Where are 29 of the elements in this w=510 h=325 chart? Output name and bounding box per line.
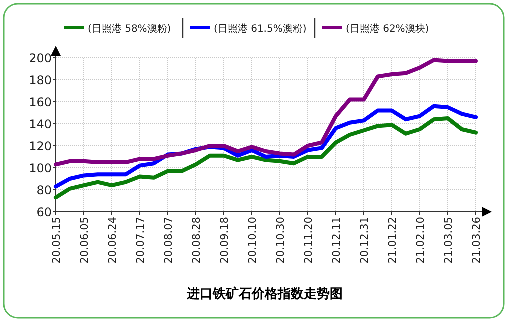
line-series	[54, 116, 478, 200]
y-tick-label: 200	[29, 52, 52, 66]
legend-label: (日照港 58%澳粉)	[88, 23, 172, 35]
y-tick-label: 80	[36, 184, 52, 198]
x-tick-label: 20.07.17	[135, 217, 147, 264]
x-tick-label: 20.12.31	[359, 217, 371, 264]
x-tick-label: 20.10.10	[247, 217, 259, 264]
y-tick-label: 160	[29, 96, 52, 110]
y-tick-label: 180	[29, 74, 52, 88]
x-tick-label: 20.05.15	[51, 217, 63, 264]
x-tick-label: 20.09.18	[219, 217, 231, 264]
text: 进口铁矿石价格指数走势图	[186, 286, 343, 302]
x-tick-label: 20.12.11	[331, 217, 343, 264]
x-tick-label: 20.06.24	[107, 216, 119, 264]
x-tick-label: 20.06.05	[79, 217, 91, 264]
x-tick-label: 20.08.28	[191, 217, 203, 264]
legend-label: (日照港 62%澳块)	[346, 23, 430, 35]
x-tick-label: 21.01.22	[387, 217, 399, 264]
x-tick-label: 20.08.07	[163, 217, 175, 264]
x-tick-label: 21.03.05	[443, 217, 455, 264]
y-tick-label: 140	[29, 118, 52, 132]
x-tick-label: 21.03.26	[471, 216, 483, 264]
x-tick-label: 20.10.30	[275, 217, 287, 264]
y-tick-label: 120	[29, 140, 52, 154]
y-tick-label: 100	[29, 162, 52, 176]
x-tick-label: 20.11.20	[303, 217, 315, 264]
y-tick-label: 60	[36, 206, 52, 220]
x-tick-label: 21.02.10	[415, 217, 427, 264]
legend-label: (日照港 61.5%澳粉)	[214, 23, 307, 35]
